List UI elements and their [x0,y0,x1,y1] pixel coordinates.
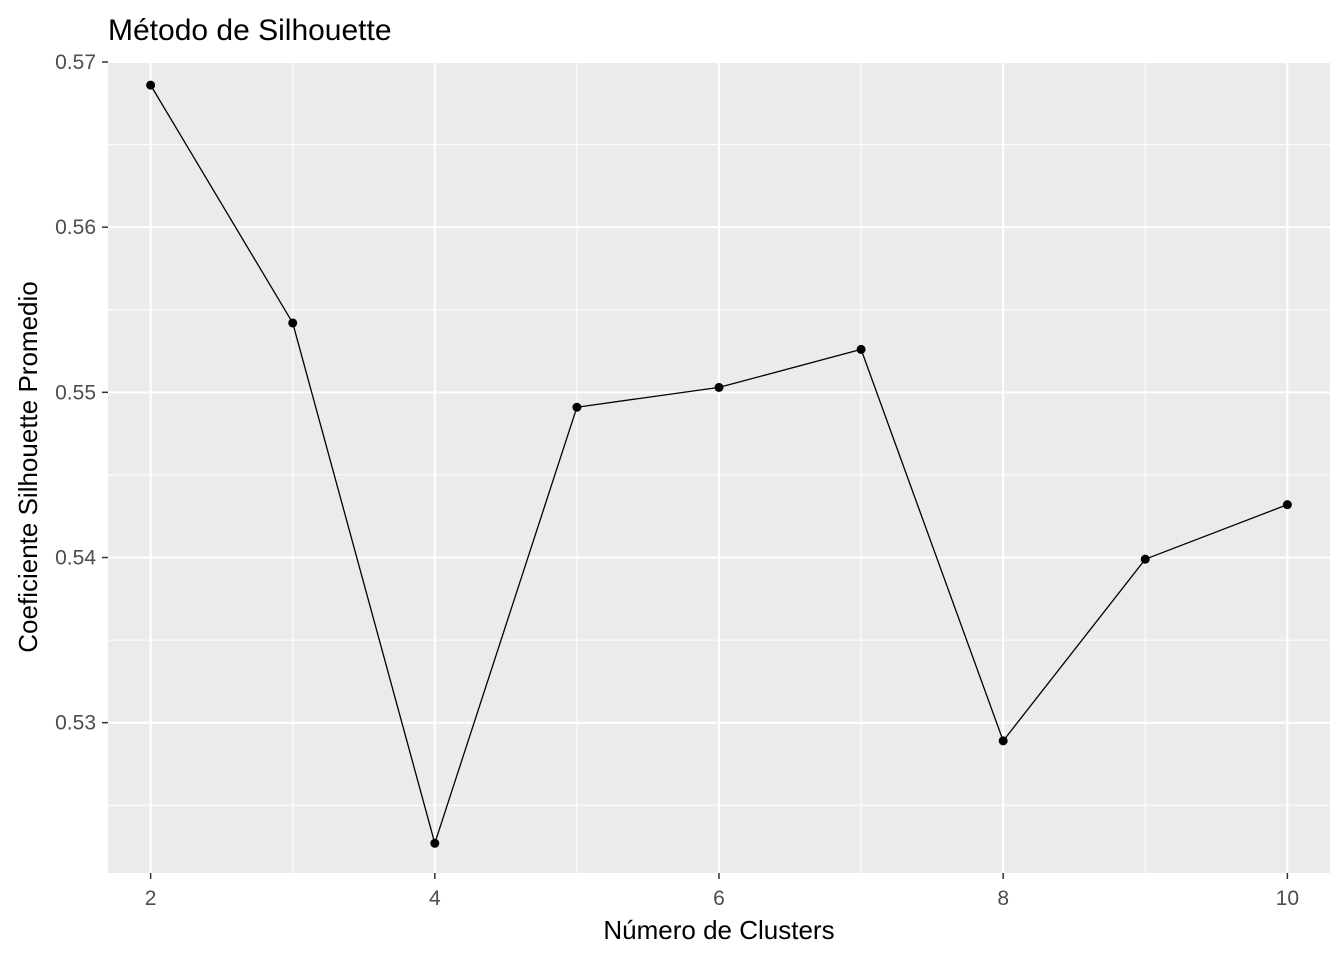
y-tick-label: 0.57 [55,51,96,74]
data-point [1282,500,1292,510]
x-tick-label: 2 [145,887,157,910]
x-tick-label: 4 [429,887,441,910]
x-tick-label: 6 [713,887,725,910]
data-point [572,402,582,412]
data-point [1140,554,1150,564]
y-axis-title: Coeficiente Silhouette Promedio [13,281,43,652]
data-point [856,344,866,354]
y-tick-label: 0.56 [55,216,96,239]
data-point [998,736,1008,746]
y-tick-label: 0.53 [55,712,96,735]
major-gridlines [108,61,1330,873]
points-layer [146,80,1292,848]
data-point [146,80,156,90]
y-tick-label: 0.54 [55,547,96,570]
data-point [288,318,298,328]
x-axis: 2 4 6 8 10 [145,873,1299,910]
chart-title: Método de Silhouette [108,14,392,47]
y-tick-label: 0.55 [55,381,96,404]
data-point [714,382,724,392]
x-tick-label: 8 [997,887,1009,910]
x-tick-label: 10 [1276,887,1299,910]
y-axis: 0.53 0.54 0.55 0.56 0.57 [55,51,108,735]
x-axis-title: Número de Clusters [603,915,834,945]
data-point [430,838,440,848]
